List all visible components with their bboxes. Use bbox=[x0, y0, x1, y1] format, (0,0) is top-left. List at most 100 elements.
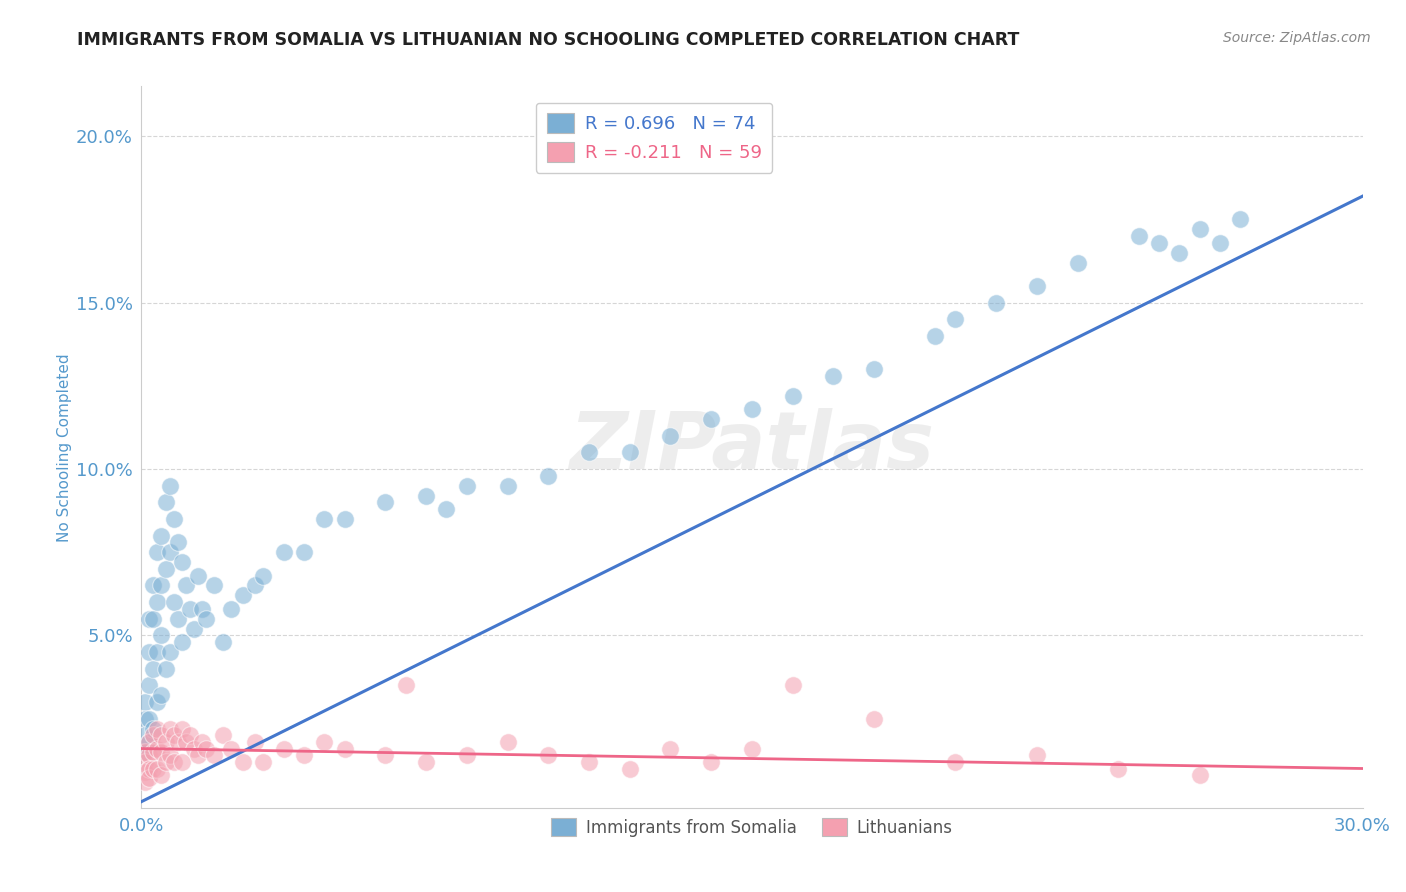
Point bbox=[195, 741, 218, 756]
Point bbox=[155, 562, 177, 576]
Point bbox=[138, 645, 160, 659]
Point bbox=[578, 445, 600, 459]
Point bbox=[232, 755, 254, 769]
Point bbox=[142, 728, 165, 742]
Point bbox=[150, 745, 173, 759]
Point bbox=[863, 362, 886, 376]
Point bbox=[273, 741, 295, 756]
Point bbox=[1168, 245, 1191, 260]
Point bbox=[138, 762, 160, 776]
Point bbox=[415, 489, 437, 503]
Point bbox=[219, 741, 242, 756]
Point bbox=[166, 735, 188, 749]
Point bbox=[155, 662, 177, 676]
Point bbox=[142, 762, 165, 776]
Point bbox=[741, 741, 763, 756]
Point bbox=[183, 741, 205, 756]
Point bbox=[202, 578, 225, 592]
Point bbox=[537, 468, 560, 483]
Point bbox=[138, 748, 160, 763]
Point bbox=[166, 612, 188, 626]
Point bbox=[211, 635, 233, 649]
Point bbox=[1128, 229, 1150, 244]
Point bbox=[142, 745, 165, 759]
Point bbox=[741, 402, 763, 417]
Point bbox=[273, 545, 295, 559]
Point bbox=[292, 545, 315, 559]
Point bbox=[823, 368, 845, 383]
Point bbox=[211, 728, 233, 742]
Point bbox=[863, 712, 886, 726]
Point bbox=[924, 329, 946, 343]
Point bbox=[170, 635, 193, 649]
Point bbox=[219, 601, 242, 615]
Point bbox=[333, 741, 356, 756]
Point bbox=[134, 728, 156, 742]
Point bbox=[187, 568, 209, 582]
Point bbox=[314, 735, 336, 749]
Point bbox=[252, 755, 274, 769]
Point bbox=[374, 495, 396, 509]
Point bbox=[456, 478, 478, 492]
Point bbox=[578, 755, 600, 769]
Point bbox=[134, 755, 156, 769]
Point bbox=[195, 612, 218, 626]
Point bbox=[170, 722, 193, 736]
Legend: Immigrants from Somalia, Lithuanians: Immigrants from Somalia, Lithuanians bbox=[544, 812, 959, 844]
Point bbox=[496, 735, 519, 749]
Point bbox=[138, 772, 160, 786]
Point bbox=[163, 512, 186, 526]
Point bbox=[155, 735, 177, 749]
Point bbox=[150, 688, 173, 702]
Point bbox=[159, 645, 181, 659]
Point bbox=[166, 535, 188, 549]
Point bbox=[159, 545, 181, 559]
Point bbox=[142, 578, 165, 592]
Point bbox=[179, 601, 201, 615]
Point bbox=[202, 748, 225, 763]
Point bbox=[159, 722, 181, 736]
Point bbox=[292, 748, 315, 763]
Point bbox=[1188, 768, 1211, 782]
Point bbox=[174, 735, 197, 749]
Point bbox=[395, 678, 418, 692]
Point bbox=[659, 741, 682, 756]
Text: ZIPatlas: ZIPatlas bbox=[569, 409, 935, 486]
Point bbox=[163, 595, 186, 609]
Point bbox=[191, 735, 214, 749]
Y-axis label: No Schooling Completed: No Schooling Completed bbox=[58, 353, 72, 541]
Point bbox=[150, 768, 173, 782]
Point bbox=[138, 735, 160, 749]
Point bbox=[984, 295, 1007, 310]
Point bbox=[252, 568, 274, 582]
Point bbox=[138, 712, 160, 726]
Point bbox=[415, 755, 437, 769]
Point bbox=[142, 612, 165, 626]
Point bbox=[159, 478, 181, 492]
Point bbox=[1209, 235, 1232, 250]
Point bbox=[183, 622, 205, 636]
Point bbox=[945, 755, 967, 769]
Point bbox=[142, 722, 165, 736]
Point bbox=[146, 595, 169, 609]
Point bbox=[314, 512, 336, 526]
Point bbox=[146, 722, 169, 736]
Point bbox=[142, 662, 165, 676]
Point bbox=[782, 678, 804, 692]
Point bbox=[134, 774, 156, 789]
Point bbox=[945, 312, 967, 326]
Point bbox=[138, 678, 160, 692]
Point bbox=[146, 695, 169, 709]
Point bbox=[155, 755, 177, 769]
Point bbox=[374, 748, 396, 763]
Point bbox=[1229, 212, 1251, 227]
Point bbox=[436, 502, 458, 516]
Point bbox=[134, 712, 156, 726]
Point bbox=[1066, 256, 1088, 270]
Point bbox=[1147, 235, 1170, 250]
Point bbox=[1025, 279, 1047, 293]
Point bbox=[134, 764, 156, 779]
Point bbox=[537, 748, 560, 763]
Point bbox=[138, 735, 160, 749]
Point bbox=[1188, 222, 1211, 236]
